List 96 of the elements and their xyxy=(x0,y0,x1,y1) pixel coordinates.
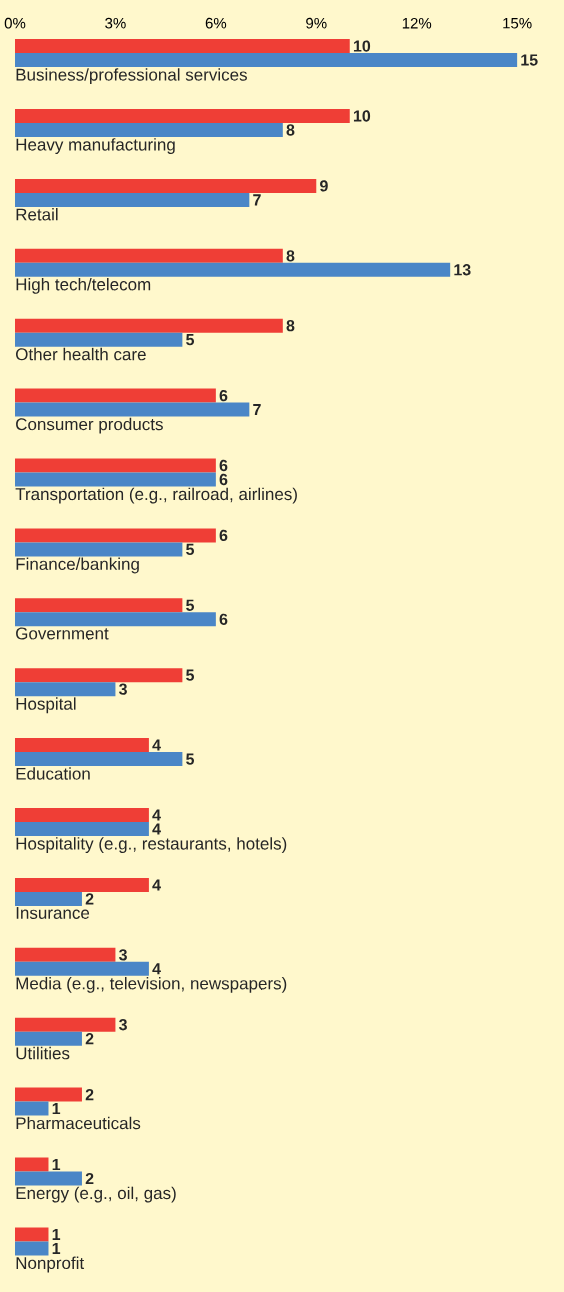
y-tick-label: Other health care xyxy=(15,347,146,361)
data-label: 1 xyxy=(52,1242,61,1254)
y-tick-label: Hospital xyxy=(16,697,76,714)
data-label: 10 xyxy=(353,40,371,52)
bar xyxy=(14,53,518,68)
data-label: 6 xyxy=(219,473,228,486)
bar xyxy=(14,821,149,836)
data-label: 6 xyxy=(219,529,228,542)
data-label: 4 xyxy=(152,809,161,821)
data-label: 3 xyxy=(118,949,127,961)
bar xyxy=(14,122,283,137)
bar xyxy=(14,947,116,962)
bar xyxy=(14,402,250,417)
data-label: 5 xyxy=(186,543,194,555)
data-label: 4 xyxy=(152,879,161,891)
data-label: 8 xyxy=(286,124,295,136)
y-tick-label: Transportation (e.g., railroad, airlines) xyxy=(15,487,297,504)
data-label: 3 xyxy=(118,1019,127,1031)
bar xyxy=(14,738,149,753)
bar xyxy=(14,808,149,823)
x-tick-label: 0% xyxy=(4,17,26,29)
bar xyxy=(14,1031,82,1046)
y-tick-label: Energy (e.g., oil, gas) xyxy=(16,1186,176,1203)
data-label: 7 xyxy=(253,404,261,416)
data-label: 4 xyxy=(152,739,161,751)
data-label: 5 xyxy=(186,753,194,765)
y-tick-label: Education xyxy=(16,767,90,780)
bar xyxy=(14,542,183,557)
y-tick-label: High tech/telecom xyxy=(16,277,151,294)
y-tick-label: Finance/banking xyxy=(16,557,139,574)
bar xyxy=(14,262,451,277)
data-label: 9 xyxy=(319,180,328,192)
data-label: 5 xyxy=(186,669,194,681)
data-label: 1 xyxy=(52,1228,61,1240)
bar xyxy=(14,192,250,207)
data-label: 2 xyxy=(85,1033,94,1045)
data-label: 2 xyxy=(85,1172,94,1185)
bar xyxy=(14,1101,49,1116)
data-label: 6 xyxy=(219,459,228,472)
data-label: 6 xyxy=(219,613,228,625)
data-label: 5 xyxy=(186,599,194,611)
x-tick-label: 6% xyxy=(205,17,227,29)
x-tick-label: 9% xyxy=(306,17,327,29)
y-tick-label: Pharmaceuticals xyxy=(16,1116,141,1130)
data-label: 8 xyxy=(286,250,295,262)
data-label: 2 xyxy=(85,1089,94,1101)
bar xyxy=(14,612,216,627)
y-tick-label: Insurance xyxy=(16,907,90,919)
y-tick-label: Nonprofit xyxy=(16,1256,84,1273)
bar xyxy=(14,178,317,193)
bar xyxy=(14,388,216,403)
data-label: 6 xyxy=(219,389,228,402)
y-tick-label: Heavy manufacturing xyxy=(16,138,175,154)
data-label: 8 xyxy=(286,320,295,332)
y-tick-label: Media (e.g., television, newspapers) xyxy=(16,976,287,993)
bar xyxy=(14,961,149,976)
data-label: 2 xyxy=(85,893,94,905)
bar xyxy=(14,1227,49,1242)
x-tick-label: 3% xyxy=(105,17,126,29)
y-tick-label: Retail xyxy=(16,208,58,221)
y-tick-label: Business/professional services xyxy=(16,68,247,85)
data-label: 13 xyxy=(454,264,471,276)
bar xyxy=(14,528,216,543)
bar xyxy=(14,682,116,697)
bar xyxy=(14,248,283,263)
bar xyxy=(14,318,283,333)
data-label: 5 xyxy=(186,334,194,346)
data-label: 1 xyxy=(52,1103,61,1115)
bar xyxy=(14,1171,82,1186)
y-tick-label: Consumer products xyxy=(16,417,163,434)
bar xyxy=(14,472,216,487)
bar xyxy=(14,39,350,54)
bar xyxy=(14,598,183,613)
x-tick-label: 12% xyxy=(402,17,432,29)
bar xyxy=(14,877,149,892)
bar xyxy=(14,332,183,347)
data-label: 10 xyxy=(353,110,371,122)
data-label: 4 xyxy=(152,823,161,835)
y-tick-label: Government xyxy=(16,627,109,640)
bar xyxy=(14,1157,49,1172)
bar xyxy=(14,891,82,906)
data-label: 3 xyxy=(118,683,127,695)
data-label: 15 xyxy=(521,54,538,66)
bar xyxy=(14,1087,82,1102)
bar xyxy=(14,109,350,123)
data-label: 4 xyxy=(152,963,161,975)
y-tick-label: Utilities xyxy=(16,1046,70,1060)
data-label: 1 xyxy=(52,1159,61,1171)
bar xyxy=(14,668,183,683)
data-label: 7 xyxy=(253,194,261,206)
bar xyxy=(14,752,183,767)
x-tick-label: 15% xyxy=(503,17,532,29)
y-tick-label: Hospitality (e.g., restaurants, hotels) xyxy=(16,837,287,853)
bar xyxy=(14,1017,116,1032)
bar xyxy=(14,1241,49,1256)
bar xyxy=(14,458,216,473)
